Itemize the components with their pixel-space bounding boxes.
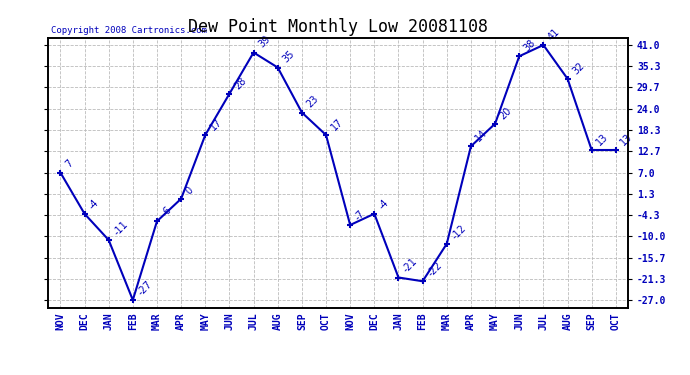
Text: -27: -27 (136, 279, 154, 297)
Text: 13: 13 (595, 132, 610, 147)
Text: 0: 0 (184, 184, 195, 196)
Text: -11: -11 (112, 219, 130, 237)
Text: 28: 28 (233, 75, 248, 91)
Text: Copyright 2008 Cartronics.com: Copyright 2008 Cartronics.com (51, 26, 207, 35)
Text: 32: 32 (571, 60, 586, 76)
Text: -7: -7 (353, 208, 367, 222)
Text: 35: 35 (281, 49, 296, 65)
Title: Dew Point Monthly Low 20081108: Dew Point Monthly Low 20081108 (188, 18, 488, 36)
Text: 20: 20 (498, 105, 513, 121)
Text: -4: -4 (377, 197, 391, 211)
Text: 17: 17 (329, 116, 344, 132)
Text: 13: 13 (619, 132, 634, 147)
Text: -6: -6 (160, 205, 174, 219)
Text: 41: 41 (546, 27, 562, 42)
Text: -22: -22 (426, 260, 444, 279)
Text: 17: 17 (208, 116, 224, 132)
Text: 38: 38 (522, 38, 538, 54)
Text: -4: -4 (88, 197, 101, 211)
Text: 7: 7 (63, 158, 75, 170)
Text: -12: -12 (450, 223, 468, 241)
Text: 23: 23 (305, 94, 320, 110)
Text: -21: -21 (402, 256, 420, 275)
Text: 39: 39 (257, 34, 272, 50)
Text: 14: 14 (474, 128, 489, 144)
